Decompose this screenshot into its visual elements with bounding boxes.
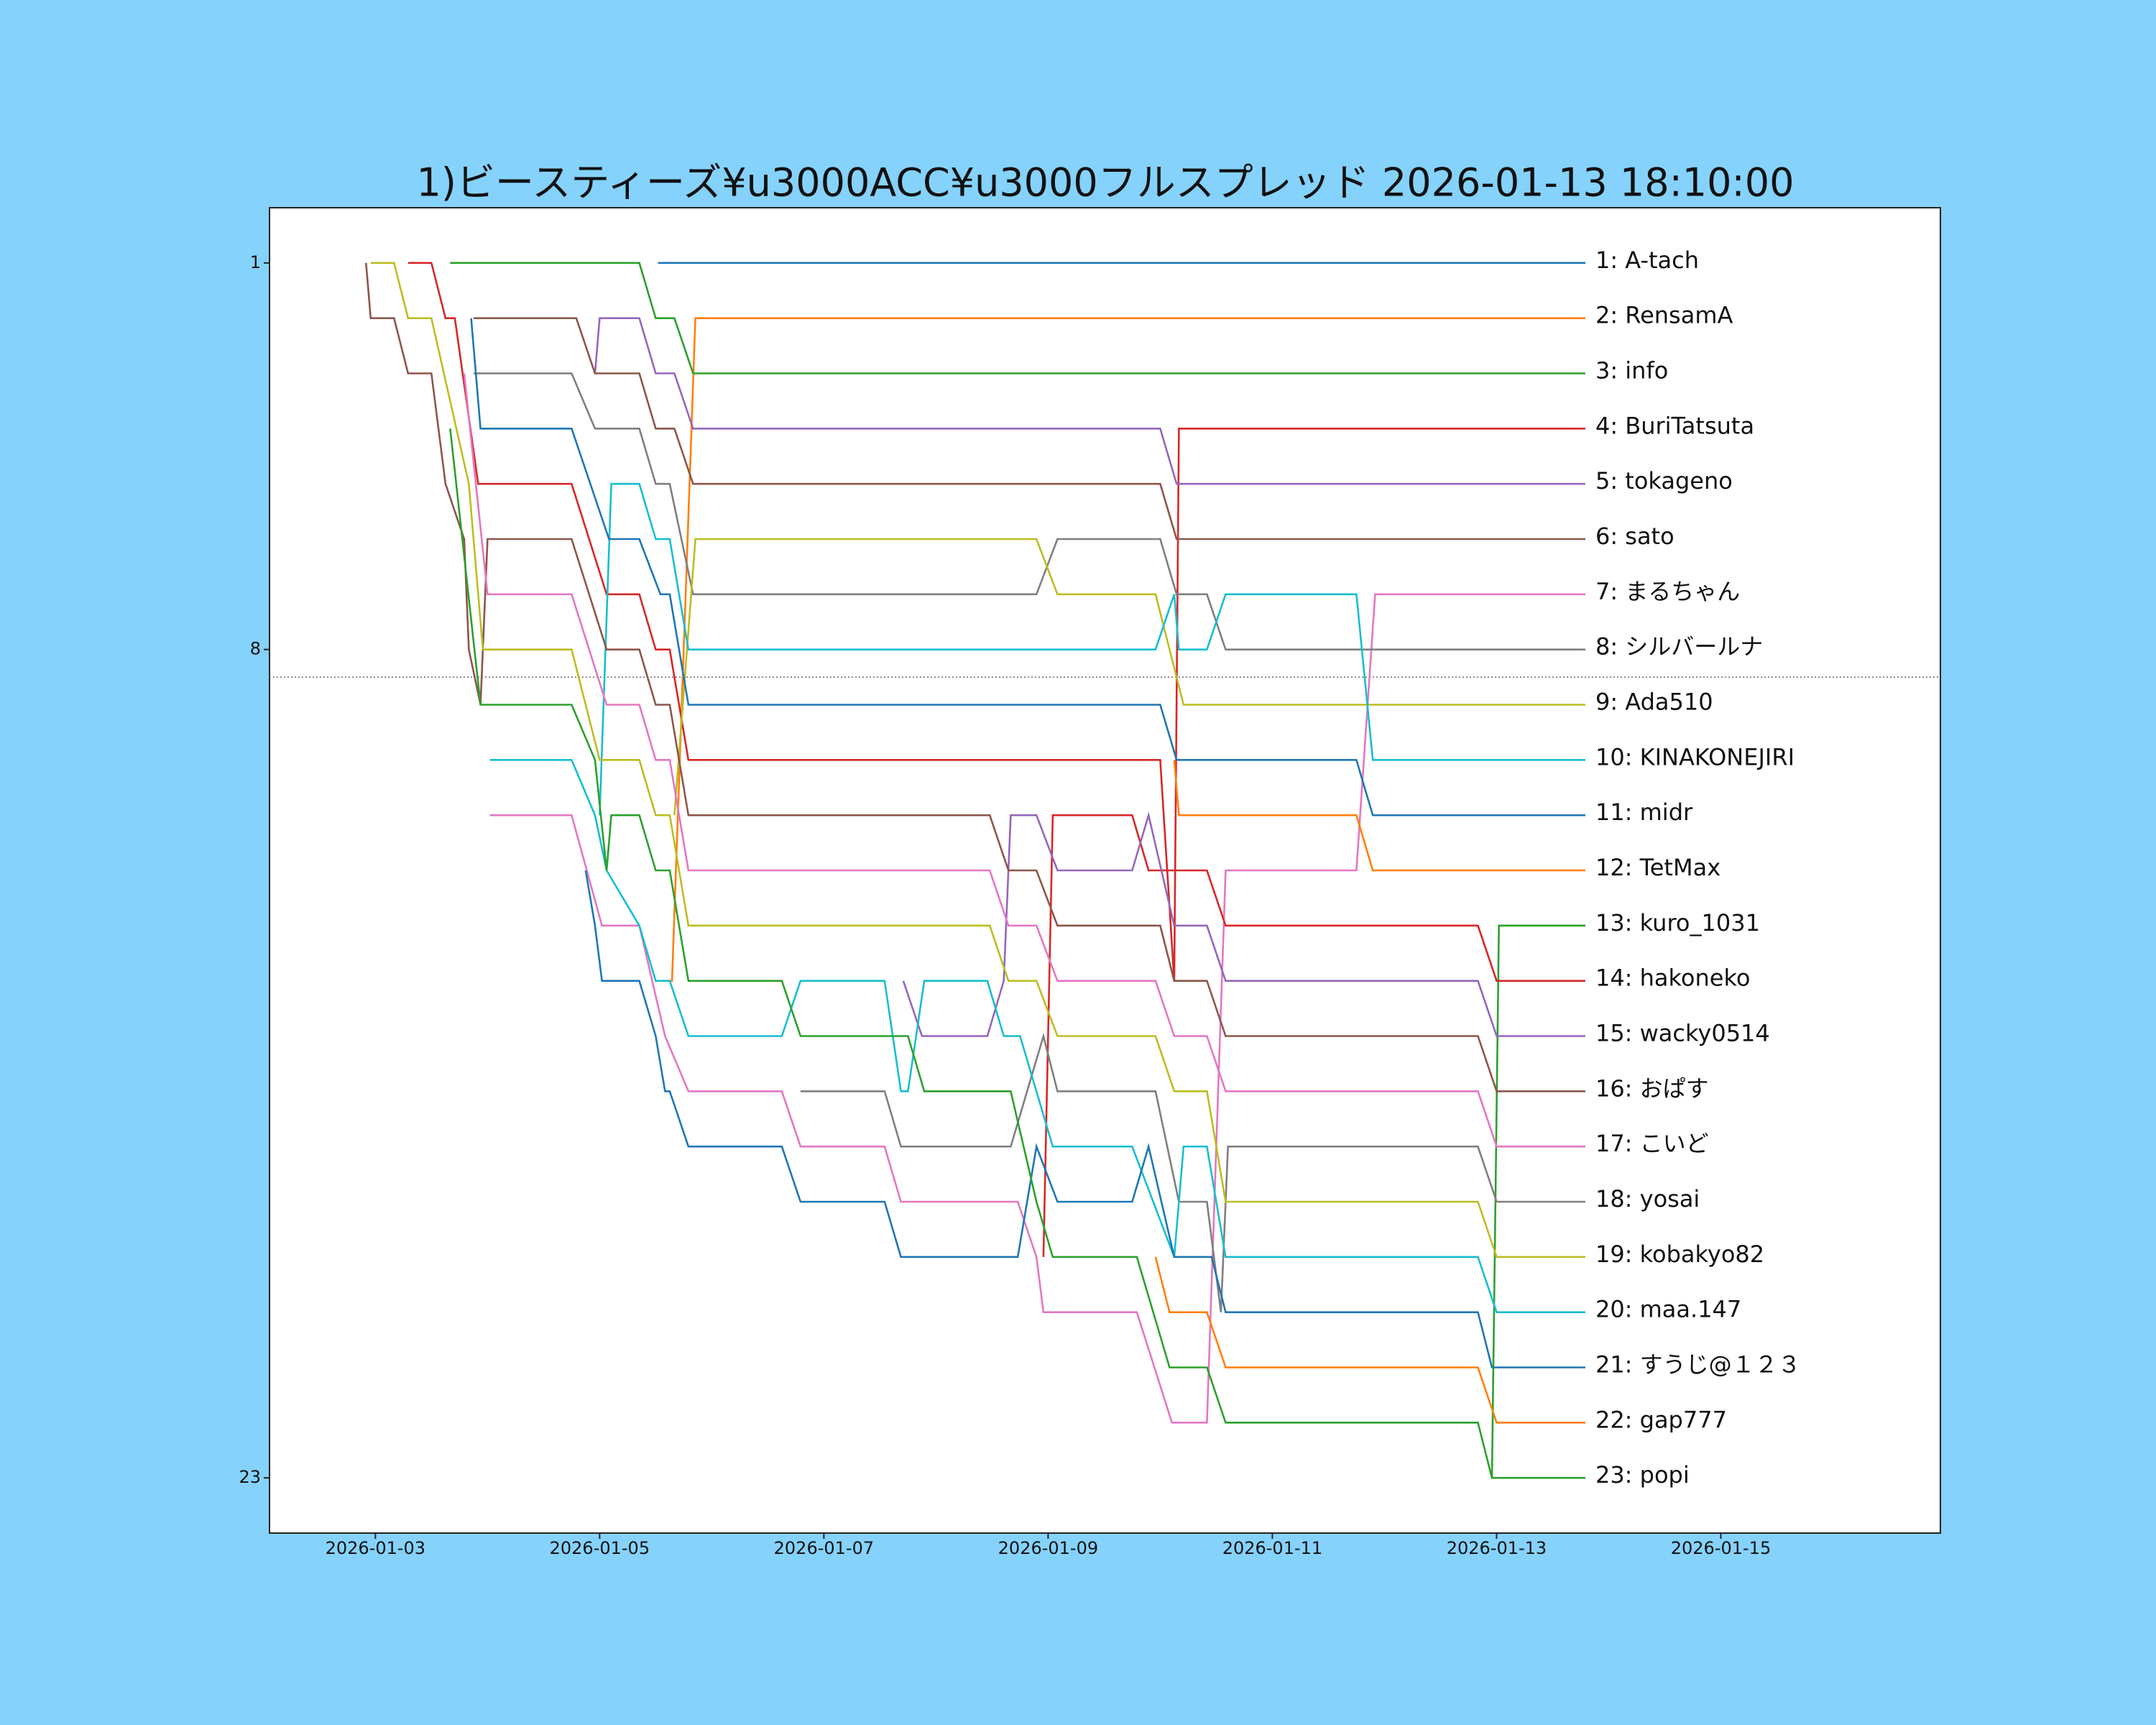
series-line: [489, 759, 1585, 1313]
series-line: [1491, 924, 1585, 1478]
series-line: [594, 317, 1585, 485]
series-label: 21: すうじ@１２３: [1595, 1351, 1801, 1379]
chart-title: 1)ビースティーズ¥u3000ACC¥u3000フルスプレッド 2026-01-…: [417, 160, 1795, 206]
series-label: 2: RensamA: [1595, 302, 1733, 329]
series-label: 15: wacky0514: [1595, 1020, 1770, 1047]
series-line: [902, 811, 1585, 1037]
series-label: 20: maa.147: [1595, 1296, 1741, 1323]
series-line: [470, 318, 1585, 816]
series-label: 3: info: [1595, 357, 1668, 385]
series-line: [370, 262, 1585, 1259]
x-tick-label: 2026-01-05: [550, 1538, 650, 1558]
series-label: 19: kobakyo82: [1595, 1241, 1764, 1268]
series-line: [1173, 760, 1585, 872]
series-label: 14: hakoneko: [1595, 965, 1750, 992]
series-line: [473, 372, 1585, 650]
series-line: [450, 262, 1585, 374]
series-line: [1042, 814, 1585, 1257]
series-line: [599, 482, 1585, 816]
series-label: 1: A-tach: [1595, 247, 1699, 274]
y-tick-label: 8: [250, 639, 261, 659]
series-label: 22: gap777: [1595, 1406, 1727, 1433]
series-line: [800, 1032, 1585, 1312]
series-label: 7: まるちゃん: [1595, 578, 1740, 605]
series-label: 5: tokageno: [1595, 467, 1733, 494]
series-label: 23: popi: [1595, 1461, 1690, 1489]
series-label: 12: TetMax: [1595, 854, 1720, 881]
x-tick-label: 2026-01-03: [326, 1538, 425, 1558]
series-label: 6: sato: [1595, 523, 1674, 550]
y-tick-label: 23: [239, 1467, 261, 1487]
y-tick-label: 1: [250, 252, 261, 272]
x-tick-label: 2026-01-09: [998, 1538, 1098, 1558]
series-line: [449, 428, 1585, 1479]
series-line: [489, 593, 1585, 1424]
x-tick-label: 2026-01-07: [774, 1538, 874, 1558]
series-line: [365, 262, 1585, 1092]
series-label: 11: midr: [1595, 799, 1693, 826]
series-line: [463, 373, 1585, 1148]
series-label: 10: KINAKONEJIRI: [1595, 743, 1795, 770]
series-label: 18: yosai: [1595, 1185, 1700, 1213]
series-label: 13: kuro_1031: [1595, 909, 1760, 937]
series-line: [673, 538, 1585, 816]
x-tick-label: 2026-01-13: [1447, 1538, 1547, 1558]
series-line: [1154, 1256, 1585, 1424]
series-label: 8: シルバールナ: [1595, 633, 1763, 661]
series-label: 4: BuriTatsuta: [1595, 412, 1754, 439]
x-tick-label: 2026-01-15: [1671, 1538, 1771, 1558]
series-line: [584, 870, 1585, 1368]
series-label: 16: おぱす: [1595, 1075, 1709, 1102]
series-label: 17: こいど: [1595, 1130, 1709, 1157]
series-label: 9: Ada510: [1595, 689, 1713, 716]
series-line: [473, 317, 1585, 540]
x-tick-label: 2026-01-11: [1222, 1538, 1322, 1558]
